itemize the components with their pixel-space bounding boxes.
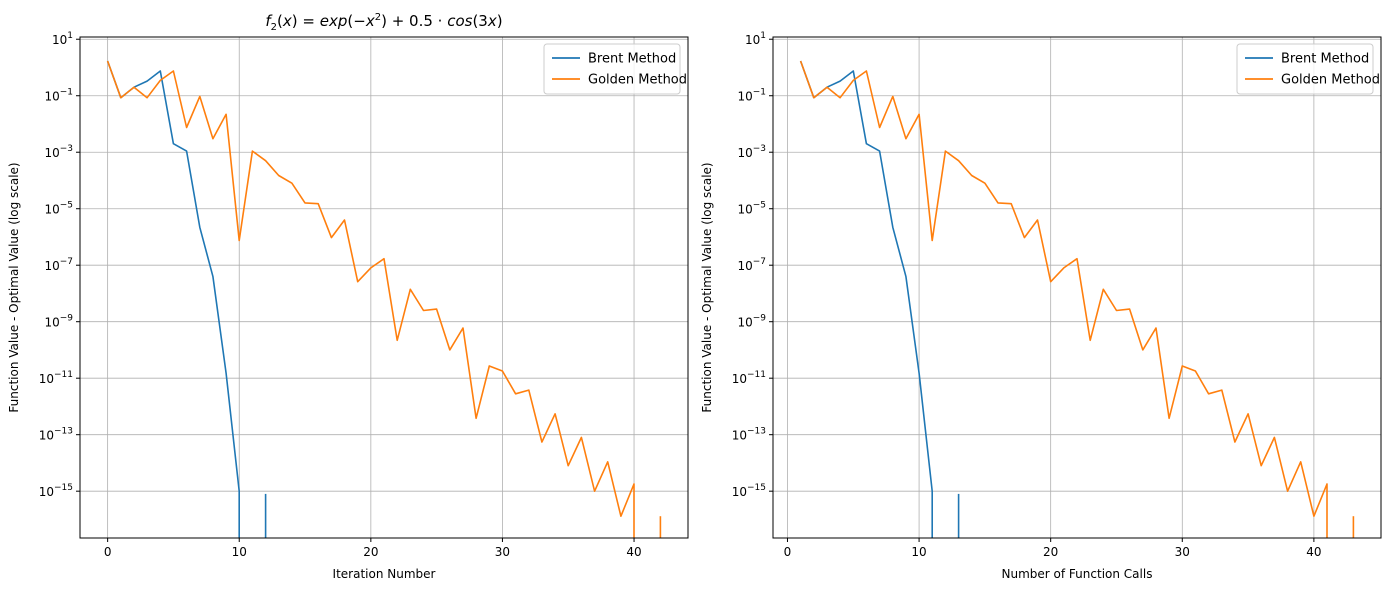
- x-tick-label: 20: [363, 545, 378, 559]
- y-tick-label: 10−13: [39, 427, 73, 443]
- chart-panel-2: 0 10 20 30 40 10−15 10−13 10−11 10−9 10−7 10−5 10−3…: [700, 31, 1382, 581]
- y-tick-label: 10−5: [737, 201, 766, 217]
- y-tick-label: 10−1: [44, 88, 73, 104]
- y-axis-label: Function Value - Optimal Value (log scal…: [700, 162, 714, 412]
- legend-frame: [1236, 43, 1374, 95]
- legend-frame: [543, 43, 681, 95]
- y-tick-label: 10−15: [732, 483, 766, 499]
- y-tick-label: 10−9: [44, 314, 73, 330]
- y-tick-label: 10−15: [39, 483, 73, 499]
- legend: Brent Method Golden Method: [1236, 43, 1380, 95]
- legend: Brent Method Golden Method: [543, 43, 687, 95]
- y-tick-label: 10−9: [737, 314, 766, 330]
- y-tick-label: 101: [52, 31, 73, 47]
- x-tick-label: 40: [626, 545, 641, 559]
- x-axis-label: Iteration Number: [333, 567, 436, 581]
- series-line-golden-method: [799, 60, 1328, 538]
- x-tick-label: 10: [232, 545, 247, 559]
- series-line-brent-method: [106, 60, 240, 538]
- x-tick-label: 20: [1043, 545, 1058, 559]
- axes-frame: [79, 36, 689, 539]
- y-tick-label: 10−7: [44, 257, 73, 273]
- y-tick-label: 10−11: [39, 370, 73, 386]
- x-tick-label: 30: [1175, 545, 1190, 559]
- x-axis-label: Number of Function Calls: [1002, 567, 1153, 581]
- y-tick-label: 10−11: [732, 370, 766, 386]
- plot-area: [799, 60, 1355, 538]
- chart-title: f2(x) = exp(−x2) + 0.5 · cos(3x): [265, 12, 502, 33]
- series-line-golden-method: [106, 60, 635, 538]
- y-tick-label: 101: [745, 31, 766, 47]
- x-tick-label: 40: [1306, 545, 1321, 559]
- y-tick-label: 10−5: [44, 201, 73, 217]
- x-tick-label: 30: [495, 545, 510, 559]
- axes-frame: [772, 36, 1382, 539]
- legend-label: Brent Method: [1281, 52, 1369, 67]
- series-line-brent-method: [799, 60, 934, 538]
- y-axis-label: Function Value - Optimal Value (log scal…: [7, 162, 21, 412]
- y-tick-label: 10−13: [732, 427, 766, 443]
- chart-panel-1: 0 10 20 30 40 10−15 10−13 10−11 10−9 10−7 10−5 10−3…: [7, 12, 689, 581]
- legend-label: Golden Method: [1281, 73, 1380, 88]
- y-tick-label: 10−3: [737, 144, 766, 160]
- plot-area: [106, 60, 662, 538]
- x-tick-label: 0: [784, 545, 792, 559]
- y-tick-label: 10−1: [737, 88, 766, 104]
- legend-label: Golden Method: [588, 73, 687, 88]
- legend-label: Brent Method: [588, 52, 676, 67]
- y-tick-label: 10−7: [737, 257, 766, 273]
- x-tick-label: 10: [911, 545, 926, 559]
- x-tick-label: 0: [104, 545, 112, 559]
- y-tick-label: 10−3: [44, 144, 73, 160]
